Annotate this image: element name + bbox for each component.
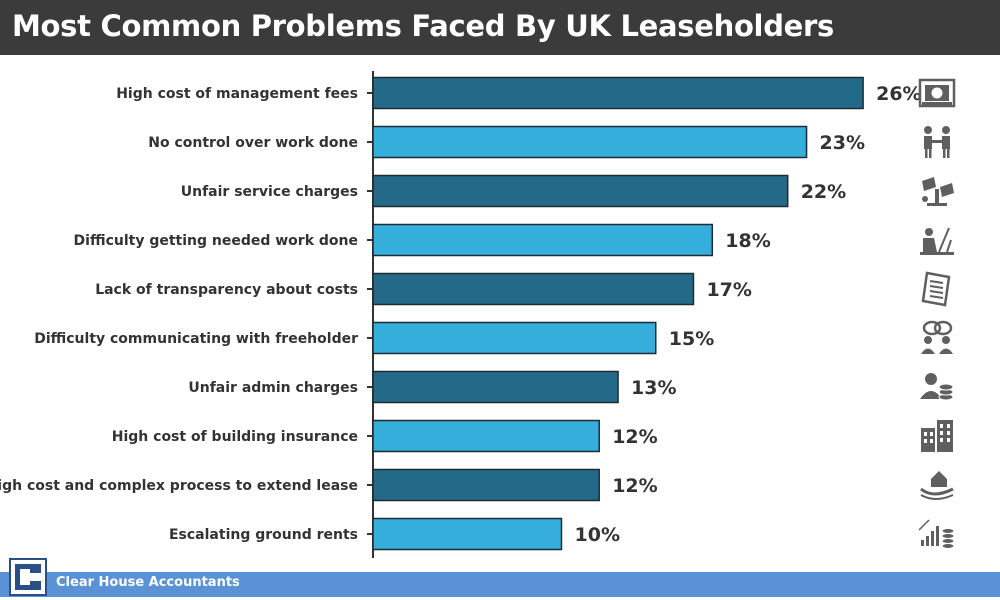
bar — [372, 272, 695, 306]
bar — [372, 517, 563, 551]
bar-chart-svg: High cost of management fees 26% No contro… — [0, 71, 956, 558]
chart-title: Most Common Problems Faced By UK Leaseho… — [12, 9, 834, 43]
value-label: 17% — [706, 279, 751, 301]
bar-chart: High cost of management fees 26% No contro… — [0, 55, 1000, 570]
bar — [372, 223, 714, 257]
value-label: 13% — [631, 377, 676, 399]
value-label: 12% — [612, 426, 657, 448]
bar — [372, 370, 619, 404]
hand-house-icon — [920, 471, 954, 500]
growth-coins-icon — [918, 519, 955, 549]
worker-icon — [920, 227, 954, 255]
handshake-icon — [924, 126, 950, 158]
category-label: Unfair admin charges — [188, 380, 358, 396]
title-bar: Most Common Problems Faced By UK Leaseho… — [0, 0, 1000, 55]
footer: Clear House Accountants — [0, 558, 1000, 600]
chat-icon — [921, 320, 953, 354]
bar — [372, 125, 808, 159]
value-label: 23% — [820, 132, 865, 154]
money-icon — [918, 78, 956, 108]
value-label: 10% — [575, 524, 620, 546]
bar — [372, 468, 600, 502]
category-label: Lack of transparency about costs — [95, 282, 358, 298]
bar — [372, 174, 789, 208]
person-coins-icon — [920, 373, 954, 401]
category-label: High cost and complex process to extend … — [0, 478, 358, 494]
category-label: Unfair service charges — [181, 184, 358, 200]
bar — [372, 76, 864, 110]
value-label: 22% — [801, 181, 846, 203]
category-label: High cost of building insurance — [112, 429, 358, 445]
category-label: No control over work done — [148, 135, 358, 151]
category-label: High cost of management fees — [116, 86, 358, 102]
value-label: 15% — [669, 328, 714, 350]
category-label: Difficulty getting needed work done — [74, 233, 358, 249]
value-label: 26% — [876, 83, 921, 105]
scales-icon — [922, 177, 954, 206]
category-label: Escalating ground rents — [169, 527, 358, 543]
value-label: 12% — [612, 475, 657, 497]
category-label: Difficulty communicating with freeholder — [34, 331, 358, 347]
document-icon — [921, 271, 951, 307]
company-name: Clear House Accountants — [56, 575, 240, 590]
bar — [372, 321, 657, 355]
bar — [372, 419, 600, 453]
value-label: 18% — [725, 230, 770, 252]
building-icon — [921, 420, 953, 452]
company-logo-icon — [9, 558, 47, 596]
footer-band — [0, 572, 1000, 597]
